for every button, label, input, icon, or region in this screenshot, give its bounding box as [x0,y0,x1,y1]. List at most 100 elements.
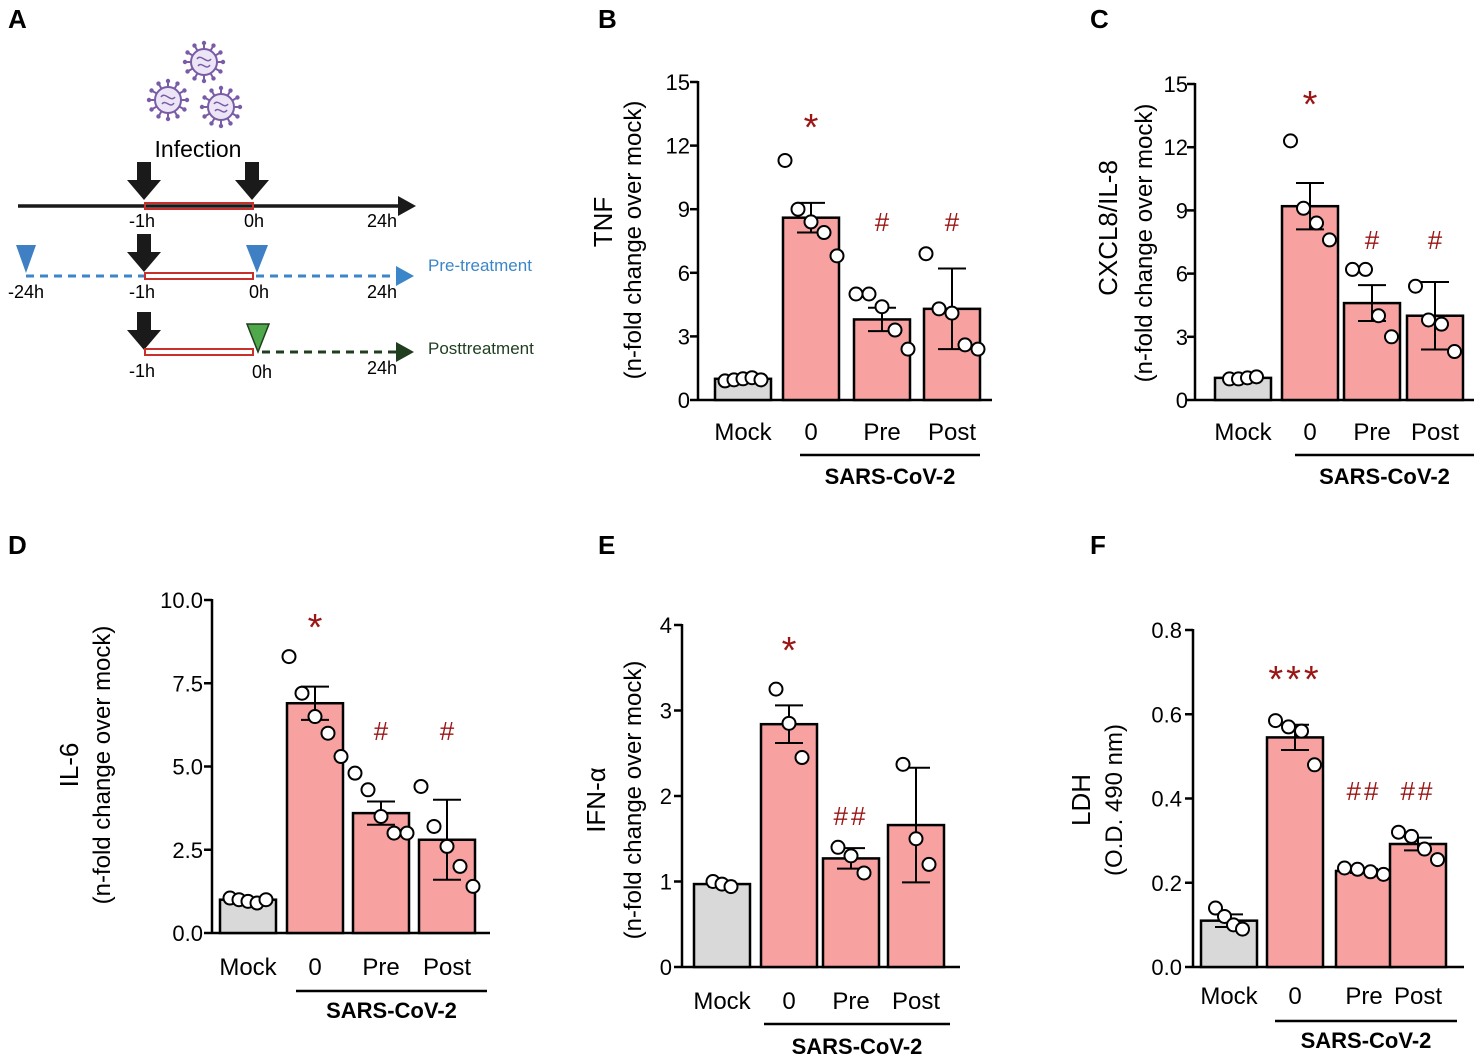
data-point [1283,133,1298,149]
virus-body [154,86,182,114]
data-point [1235,921,1250,937]
data-point [1391,824,1406,840]
virus-spike-tip [237,104,243,110]
virus-spike-tip [235,95,240,100]
data-point [723,879,739,895]
significance-marker: ## [834,801,869,831]
posttreatment-label: Posttreatment [428,339,534,358]
y-tick-label: 0 [678,388,690,413]
data-point [1268,713,1283,729]
x-tick-label: 0 [308,954,321,981]
y-tick-label: 9 [1176,198,1188,223]
data-point [830,839,846,855]
significance-marker: * [308,607,323,649]
data-point [373,808,389,824]
chart-panel-b: B 0 3 6 9 12 15 TNF (n-fold change over mock) Moc… [588,4,992,489]
significance-marker: ## [1347,776,1382,806]
arrow-down-icon [235,162,269,200]
data-point [1337,860,1352,876]
data-point [931,301,947,317]
chart-panel-e: E 0 1 2 3 4 IFN-α (n-fold change over mock) Mock… [581,530,960,1057]
data-point [794,750,810,766]
timeline-arrowhead [398,196,416,216]
y-tick-label: 2 [660,784,672,809]
data-point [1294,723,1309,739]
significance-marker: * [1303,84,1318,126]
data-point [281,649,297,665]
data-point [1376,866,1391,882]
significance-marker: # [1428,225,1443,255]
chart-panel-d: D 0.0 2.5 5.0 7.5 10.0 IL-6 (n-fold change over… [8,530,490,1023]
data-point [753,372,769,388]
data-point [399,825,415,841]
arrow-down-icon [127,162,161,200]
x-tick-label: Mock [1200,983,1258,1010]
x-tick-label: Post [1394,983,1442,1010]
timeline-row-2: Pre-treatment -24h -1h 0h 24h [8,234,532,302]
data-point [465,878,481,894]
x-tick-label: Post [928,419,976,446]
data-point [360,782,376,798]
virus-spike-tip [149,107,154,112]
data-point [1408,278,1423,294]
y-tick-label: 4 [660,613,672,638]
y-axis-sublabel: (n-fold change over mock) [89,626,116,905]
data-point [1371,308,1386,324]
x-tick-label: Post [1411,419,1459,446]
x-tick-label: Pre [832,988,869,1015]
data-point [1208,900,1223,916]
data-point [895,756,911,772]
data-point [1281,719,1296,735]
bar [285,701,345,935]
data-point [803,214,819,230]
virus-spike-tip [209,121,214,126]
time-label: 24h [367,358,397,378]
data-point [921,856,937,872]
data-point [1358,261,1373,277]
time-label: 24h [367,211,397,231]
infection-label: Infection [155,136,242,162]
y-axis-sublabel: (n-fold change over mock) [1131,104,1158,383]
bar [759,722,819,969]
time-label: 0h [252,362,272,382]
data-point [320,725,336,741]
y-tick-label: 12 [1164,135,1188,160]
arrow-down-icon [127,312,161,350]
y-axis-label: IL-6 [54,743,84,788]
data-point [386,825,402,841]
y-tick-label: 3 [678,324,690,349]
data-point [1307,757,1322,773]
significance-marker: * [782,630,797,672]
virus-spike-tip [211,76,216,81]
virus-spike-tip [165,78,171,84]
data-point [426,818,442,834]
data-point [1309,215,1324,231]
virus-spike-tip [218,85,224,91]
y-tick-label: 12 [666,134,690,159]
data-point [307,709,323,725]
panel-letter: C [1090,4,1109,34]
data-point [1421,312,1436,328]
y-tick-label: 6 [1176,262,1188,287]
virus-spike-tip [199,104,205,110]
x-tick-label: Mock [1214,419,1272,446]
y-tick-label: 0.2 [1151,871,1182,896]
virus-spike-tip [202,114,207,119]
bar [1265,736,1325,969]
data-point [944,305,960,321]
data-point [777,152,793,168]
panel-letter: F [1090,530,1106,560]
virus-spike-tip [218,123,224,129]
y-axis-sublabel: (n-fold change over mock) [620,661,647,940]
virus-spike-tip [156,114,161,119]
y-axis-label: LDH [1066,774,1096,826]
data-point [439,838,455,854]
infection-period-bar [144,348,254,356]
y-tick-label: 2.5 [172,838,203,863]
data-point [1296,200,1311,216]
data-point [918,246,934,262]
panel-letter: D [8,530,27,560]
data-point [887,322,903,338]
